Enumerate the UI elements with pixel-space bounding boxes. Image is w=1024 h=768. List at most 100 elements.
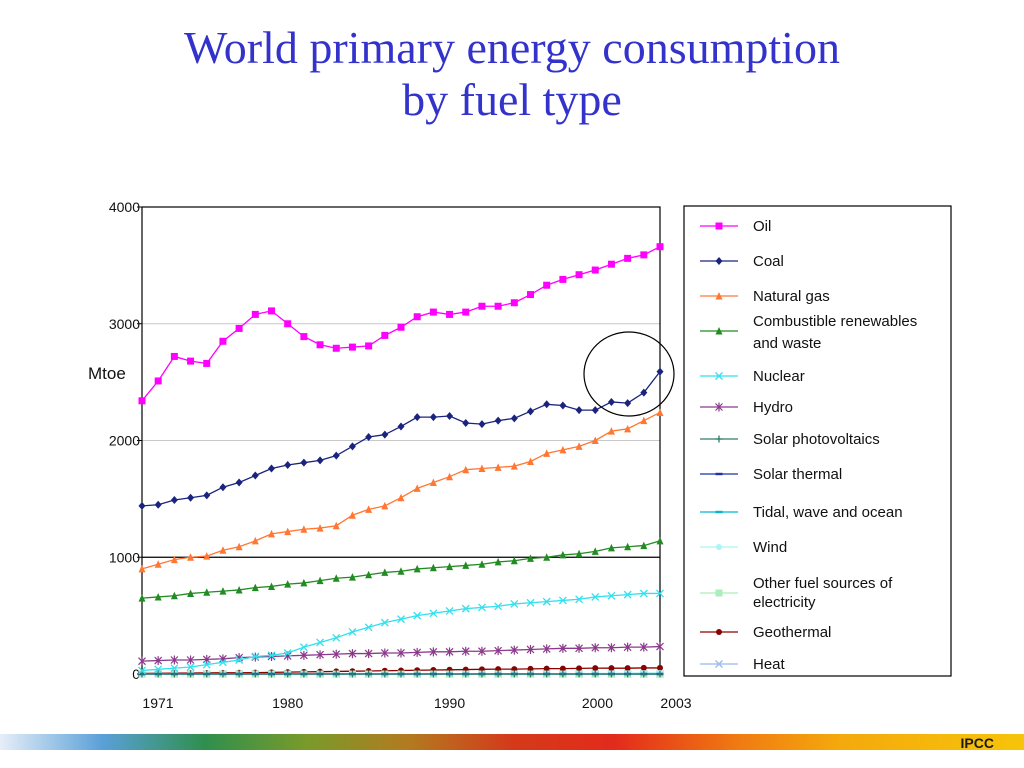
data-point-oil: [268, 307, 275, 315]
data-point-oil: [138, 397, 146, 405]
data-point-natural-gas: [219, 546, 227, 554]
data-point-nuclear: [477, 603, 486, 612]
data-point-oil: [413, 313, 421, 321]
legend-marker: [715, 660, 723, 668]
data-point-coal: [446, 411, 454, 420]
legend-item-coal: Coal: [700, 253, 784, 270]
data-point-natural-gas: [365, 505, 373, 513]
data-point-solar-photovoltaics: [462, 670, 470, 678]
data-point-coal: [429, 413, 437, 422]
data-point-combustible-renewables-and-waste: [268, 582, 275, 590]
data-point-nuclear: [332, 633, 341, 642]
data-point-natural-gas: [203, 552, 211, 560]
legend-item-natural-gas: Natural gas: [700, 288, 830, 305]
data-point-natural-gas: [154, 560, 162, 568]
y-tick-label: 2000: [109, 433, 140, 449]
data-point-combustible-renewables-and-waste: [527, 554, 534, 562]
data-point-solar-photovoltaics: [138, 670, 146, 678]
legend-label: Solar thermal: [753, 466, 842, 483]
data-point-geothermal: [608, 665, 615, 672]
data-point-geothermal: [543, 665, 550, 672]
x-tick-label: 1990: [434, 695, 465, 711]
data-point-coal: [607, 397, 615, 406]
data-point-nuclear: [218, 658, 227, 667]
data-point-oil: [251, 310, 259, 318]
data-point-solar-photovoltaics: [478, 670, 486, 678]
data-point-solar-photovoltaics: [348, 670, 356, 678]
data-point-solar-photovoltaics: [365, 670, 373, 678]
data-point-solar-photovoltaics: [381, 670, 389, 678]
data-point-solar-photovoltaics: [268, 670, 275, 678]
data-point-natural-gas: [381, 501, 389, 510]
data-point-coal: [624, 399, 632, 408]
legend-marker: [715, 327, 723, 335]
data-point-natural-gas: [138, 564, 146, 573]
data-point-hydro: [558, 643, 567, 653]
legend-marker: [715, 589, 723, 597]
data-point-oil: [316, 341, 324, 349]
data-point-solar-photovoltaics: [235, 670, 243, 678]
data-point-solar-photovoltaics: [559, 670, 567, 678]
data-point-combustible-renewables-and-waste: [640, 541, 648, 550]
data-point-coal: [413, 413, 421, 422]
footer-color-bar: [0, 734, 1024, 750]
data-point-coal: [365, 432, 373, 441]
series-solar-photovoltaics: [138, 670, 664, 678]
data-point-solar-photovoltaics: [413, 670, 421, 678]
data-point-geothermal: [624, 665, 631, 672]
legend-item-hydro: Hydro: [700, 399, 793, 416]
legend-box: [683, 205, 952, 677]
data-point-natural-gas: [656, 408, 664, 416]
data-point-oil: [429, 308, 437, 316]
legend-item-combustible-renewables-and-waste: Combustible renewables and waste: [700, 313, 917, 352]
data-point-nuclear: [413, 611, 422, 620]
series-natural-gas: [138, 408, 664, 573]
data-point-natural-gas: [543, 449, 551, 457]
data-point-nuclear: [138, 666, 146, 675]
data-point-natural-gas: [429, 478, 437, 487]
data-point-solar-photovoltaics: [607, 670, 615, 678]
data-point-coal: [170, 496, 178, 505]
data-point-coal: [138, 501, 146, 510]
data-point-geothermal: [657, 664, 663, 671]
data-point-hydro: [623, 642, 632, 652]
data-point-geothermal: [640, 664, 647, 671]
data-point-natural-gas: [397, 493, 405, 502]
data-point-combustible-renewables-and-waste: [591, 547, 599, 555]
data-point-combustible-renewables-and-waste: [316, 576, 324, 585]
data-point-oil: [219, 337, 227, 345]
data-point-natural-gas: [413, 484, 421, 492]
x-tick-label: 1971: [142, 695, 173, 711]
data-point-natural-gas: [591, 436, 599, 444]
data-point-oil: [284, 320, 292, 328]
data-point-combustible-renewables-and-waste: [365, 570, 373, 579]
data-point-hydro: [316, 650, 324, 660]
highlight-circle: [583, 331, 675, 417]
data-point-solar-photovoltaics: [429, 670, 437, 678]
data-point-oil: [527, 291, 534, 299]
data-point-natural-gas: [527, 457, 534, 466]
data-point-coal: [154, 500, 162, 509]
data-point-solar-photovoltaics: [397, 670, 405, 678]
data-point-hydro: [332, 649, 341, 659]
data-point-solar-photovoltaics: [203, 670, 211, 678]
legend-label: Hydro: [753, 399, 793, 416]
data-point-oil: [170, 352, 178, 360]
data-point-oil: [154, 377, 162, 385]
y-axis-label: Mtoe: [88, 364, 126, 383]
data-point-combustible-renewables-and-waste: [300, 578, 308, 587]
data-point-hydro: [348, 649, 357, 659]
data-point-hydro: [380, 648, 389, 658]
legend-marker: [715, 435, 723, 443]
data-point-solar-photovoltaics: [316, 670, 324, 678]
data-point-solar-photovoltaics: [575, 670, 583, 678]
plot-area: 0 1000 2000 3000 4000 Mtoe 1971 1980 1990 2000 200…: [88, 199, 692, 711]
data-point-coal: [656, 367, 664, 376]
data-point-solar-photovoltaics: [251, 670, 259, 678]
series-hydro: [138, 642, 664, 666]
data-point-coal: [332, 451, 340, 460]
legend-item-solar-photovoltaics: Solar photovoltaics: [700, 431, 880, 448]
data-point-nuclear: [251, 652, 260, 661]
data-point-nuclear: [558, 596, 567, 605]
legend-marker: [715, 222, 723, 230]
